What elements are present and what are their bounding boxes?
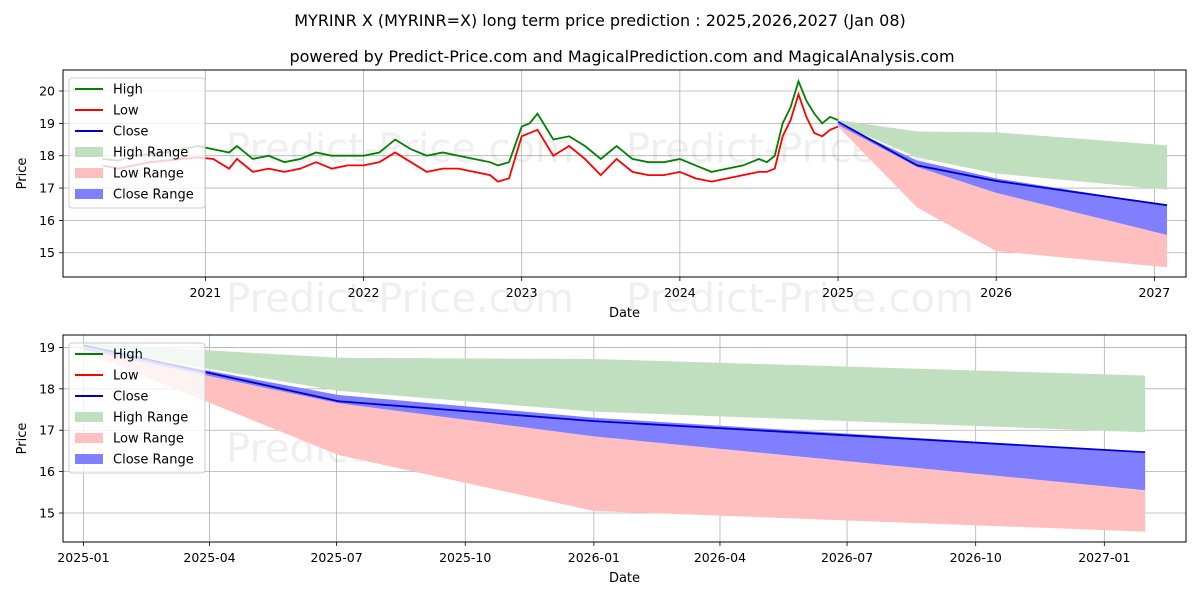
y-tick-label: 15 <box>39 245 55 260</box>
plot-area <box>102 78 1168 268</box>
x-tick-label: 2027-01 <box>1078 550 1130 565</box>
high-range-band <box>83 343 1146 433</box>
legend-swatch-patch <box>75 454 103 464</box>
high-series-line <box>102 78 839 173</box>
x-tick-label: 2026 <box>980 285 1012 300</box>
legend-label: Close <box>113 390 148 405</box>
x-tick-label: 2025-01 <box>57 550 109 565</box>
y-tick-label: 16 <box>39 464 55 479</box>
legend-swatch-patch <box>75 433 103 443</box>
chart-subtitle: powered by Predict-Price.com and Magical… <box>289 47 954 66</box>
x-tick-label: 2023 <box>506 285 538 300</box>
y-tick-label: 18 <box>39 381 55 396</box>
y-tick-label: 16 <box>39 213 55 228</box>
x-tick-label: 2022 <box>348 285 380 300</box>
watermark-text: Predict-Price.com <box>626 276 974 322</box>
legend-label: Low <box>113 104 139 119</box>
y-tick-label: 18 <box>39 148 55 163</box>
low-range-band <box>83 349 1146 532</box>
legend-swatch-patch <box>75 412 103 422</box>
plot-frame <box>62 69 1187 278</box>
legend-label: High Range <box>113 146 188 161</box>
legend-swatch-patch <box>75 147 103 157</box>
legend: High Low Close High Range Low Range Close Ran… <box>68 77 206 209</box>
legend-label: Low Range <box>113 167 184 182</box>
y-tick-label: 19 <box>39 116 55 131</box>
plot-frame <box>62 334 1187 543</box>
x-tick-label: 2025-04 <box>183 550 235 565</box>
low-range-band <box>838 124 1168 268</box>
legend: High Low Close High Range Low Range Close Ran… <box>68 342 206 474</box>
legend-label: High <box>113 348 143 363</box>
x-tick-label: 2024 <box>664 285 696 300</box>
x-tick-label: 2026-07 <box>821 550 873 565</box>
y-tick-label: 17 <box>39 423 55 438</box>
legend-swatch-patch <box>75 168 103 178</box>
legend-swatch-patch <box>75 189 103 199</box>
close-forecast-line <box>837 120 1168 207</box>
legend-label: Close <box>113 125 148 140</box>
bottom-panel: Predict-Price.comPredict-Price.com2025-0… <box>15 334 1187 586</box>
top-panel: Predict-Price.com Predict-Price.com Predic… <box>15 69 1187 322</box>
x-tick-label: 2026-10 <box>950 550 1002 565</box>
y-axis-label: Price <box>15 423 30 455</box>
legend-label: High Range <box>113 411 188 426</box>
watermark-text: Predict-Price.com <box>226 276 574 322</box>
x-axis-label: Date <box>609 571 640 586</box>
x-tick-label: 2026-04 <box>694 550 746 565</box>
legend-label: Low Range <box>113 432 184 447</box>
y-tick-label: 19 <box>39 340 55 355</box>
x-tick-label: 2025-07 <box>310 550 362 565</box>
y-axis-label: Price <box>15 158 30 190</box>
y-tick-label: 20 <box>39 84 55 99</box>
legend-label: Close Range <box>113 453 194 468</box>
legend-label: Close Range <box>113 188 194 203</box>
low-series-line <box>102 91 839 183</box>
legend-label: High <box>113 83 143 98</box>
y-tick-label: 15 <box>39 506 55 521</box>
plot-area <box>83 343 1146 532</box>
x-tick-label: 2021 <box>189 285 221 300</box>
close-range-band <box>838 123 1168 235</box>
x-tick-label: 2027 <box>1138 285 1170 300</box>
x-tick-label: 2026-01 <box>568 550 620 565</box>
y-tick-label: 17 <box>39 181 55 196</box>
chart-title: MYRINR X (MYRINR=X) long term price pred… <box>294 11 906 30</box>
close-range-band <box>83 347 1146 491</box>
x-tick-label: 2025-10 <box>439 550 491 565</box>
legend-label: Low <box>113 369 139 384</box>
watermark-text: Predict-Price.com <box>226 126 574 172</box>
x-axis-label: Date <box>609 306 640 321</box>
x-tick-label: 2025 <box>822 285 854 300</box>
high-range-band <box>838 120 1168 190</box>
close-forecast-line <box>83 344 1146 454</box>
